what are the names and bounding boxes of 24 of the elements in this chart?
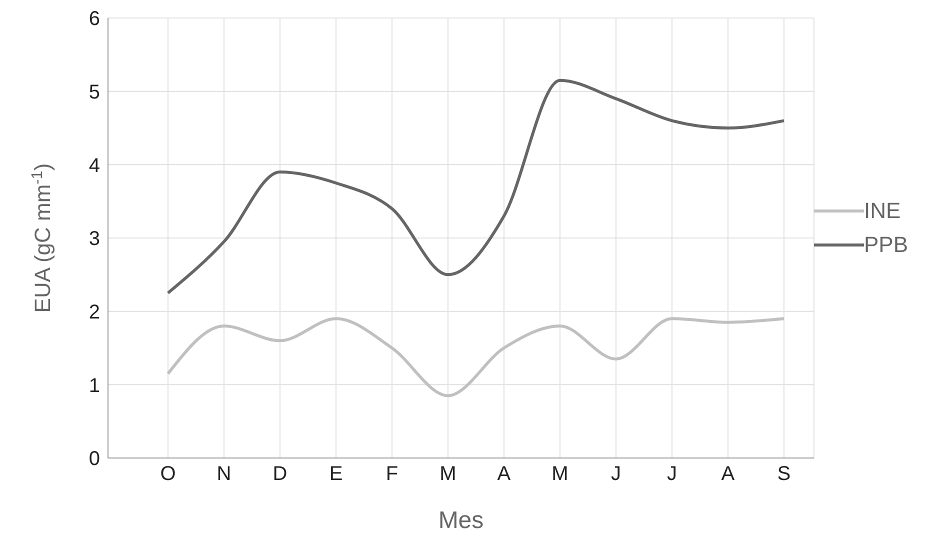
x-tick-label: O xyxy=(160,463,176,486)
y-tick-label: 1 xyxy=(88,374,100,397)
x-tick-label: J xyxy=(610,463,621,486)
y-tick-label: 0 xyxy=(88,448,100,470)
y-tick-label: 3 xyxy=(88,228,100,250)
y-tick-label: 5 xyxy=(88,81,100,104)
x-tick-label: J xyxy=(666,463,677,486)
x-tick-label: S xyxy=(777,463,791,486)
legend-label: INE xyxy=(864,198,901,224)
x-tick-label: A xyxy=(497,463,512,486)
x-tick-label: F xyxy=(386,463,398,486)
y-tick-label: 2 xyxy=(88,301,100,324)
x-tick-label: E xyxy=(329,463,343,486)
line-series xyxy=(166,78,786,294)
line-series xyxy=(166,317,786,398)
x-axis-title: Mes xyxy=(438,507,484,534)
x-tick-label: M xyxy=(440,463,456,486)
y-tick-label: 6 xyxy=(88,8,100,30)
x-tick-label: M xyxy=(552,463,568,486)
x-tick-label: D xyxy=(272,463,288,486)
legend-label: PPB xyxy=(864,232,908,258)
x-tick-label: A xyxy=(721,463,736,486)
x-tick-label: N xyxy=(216,463,232,486)
y-tick-label: 4 xyxy=(88,154,100,177)
